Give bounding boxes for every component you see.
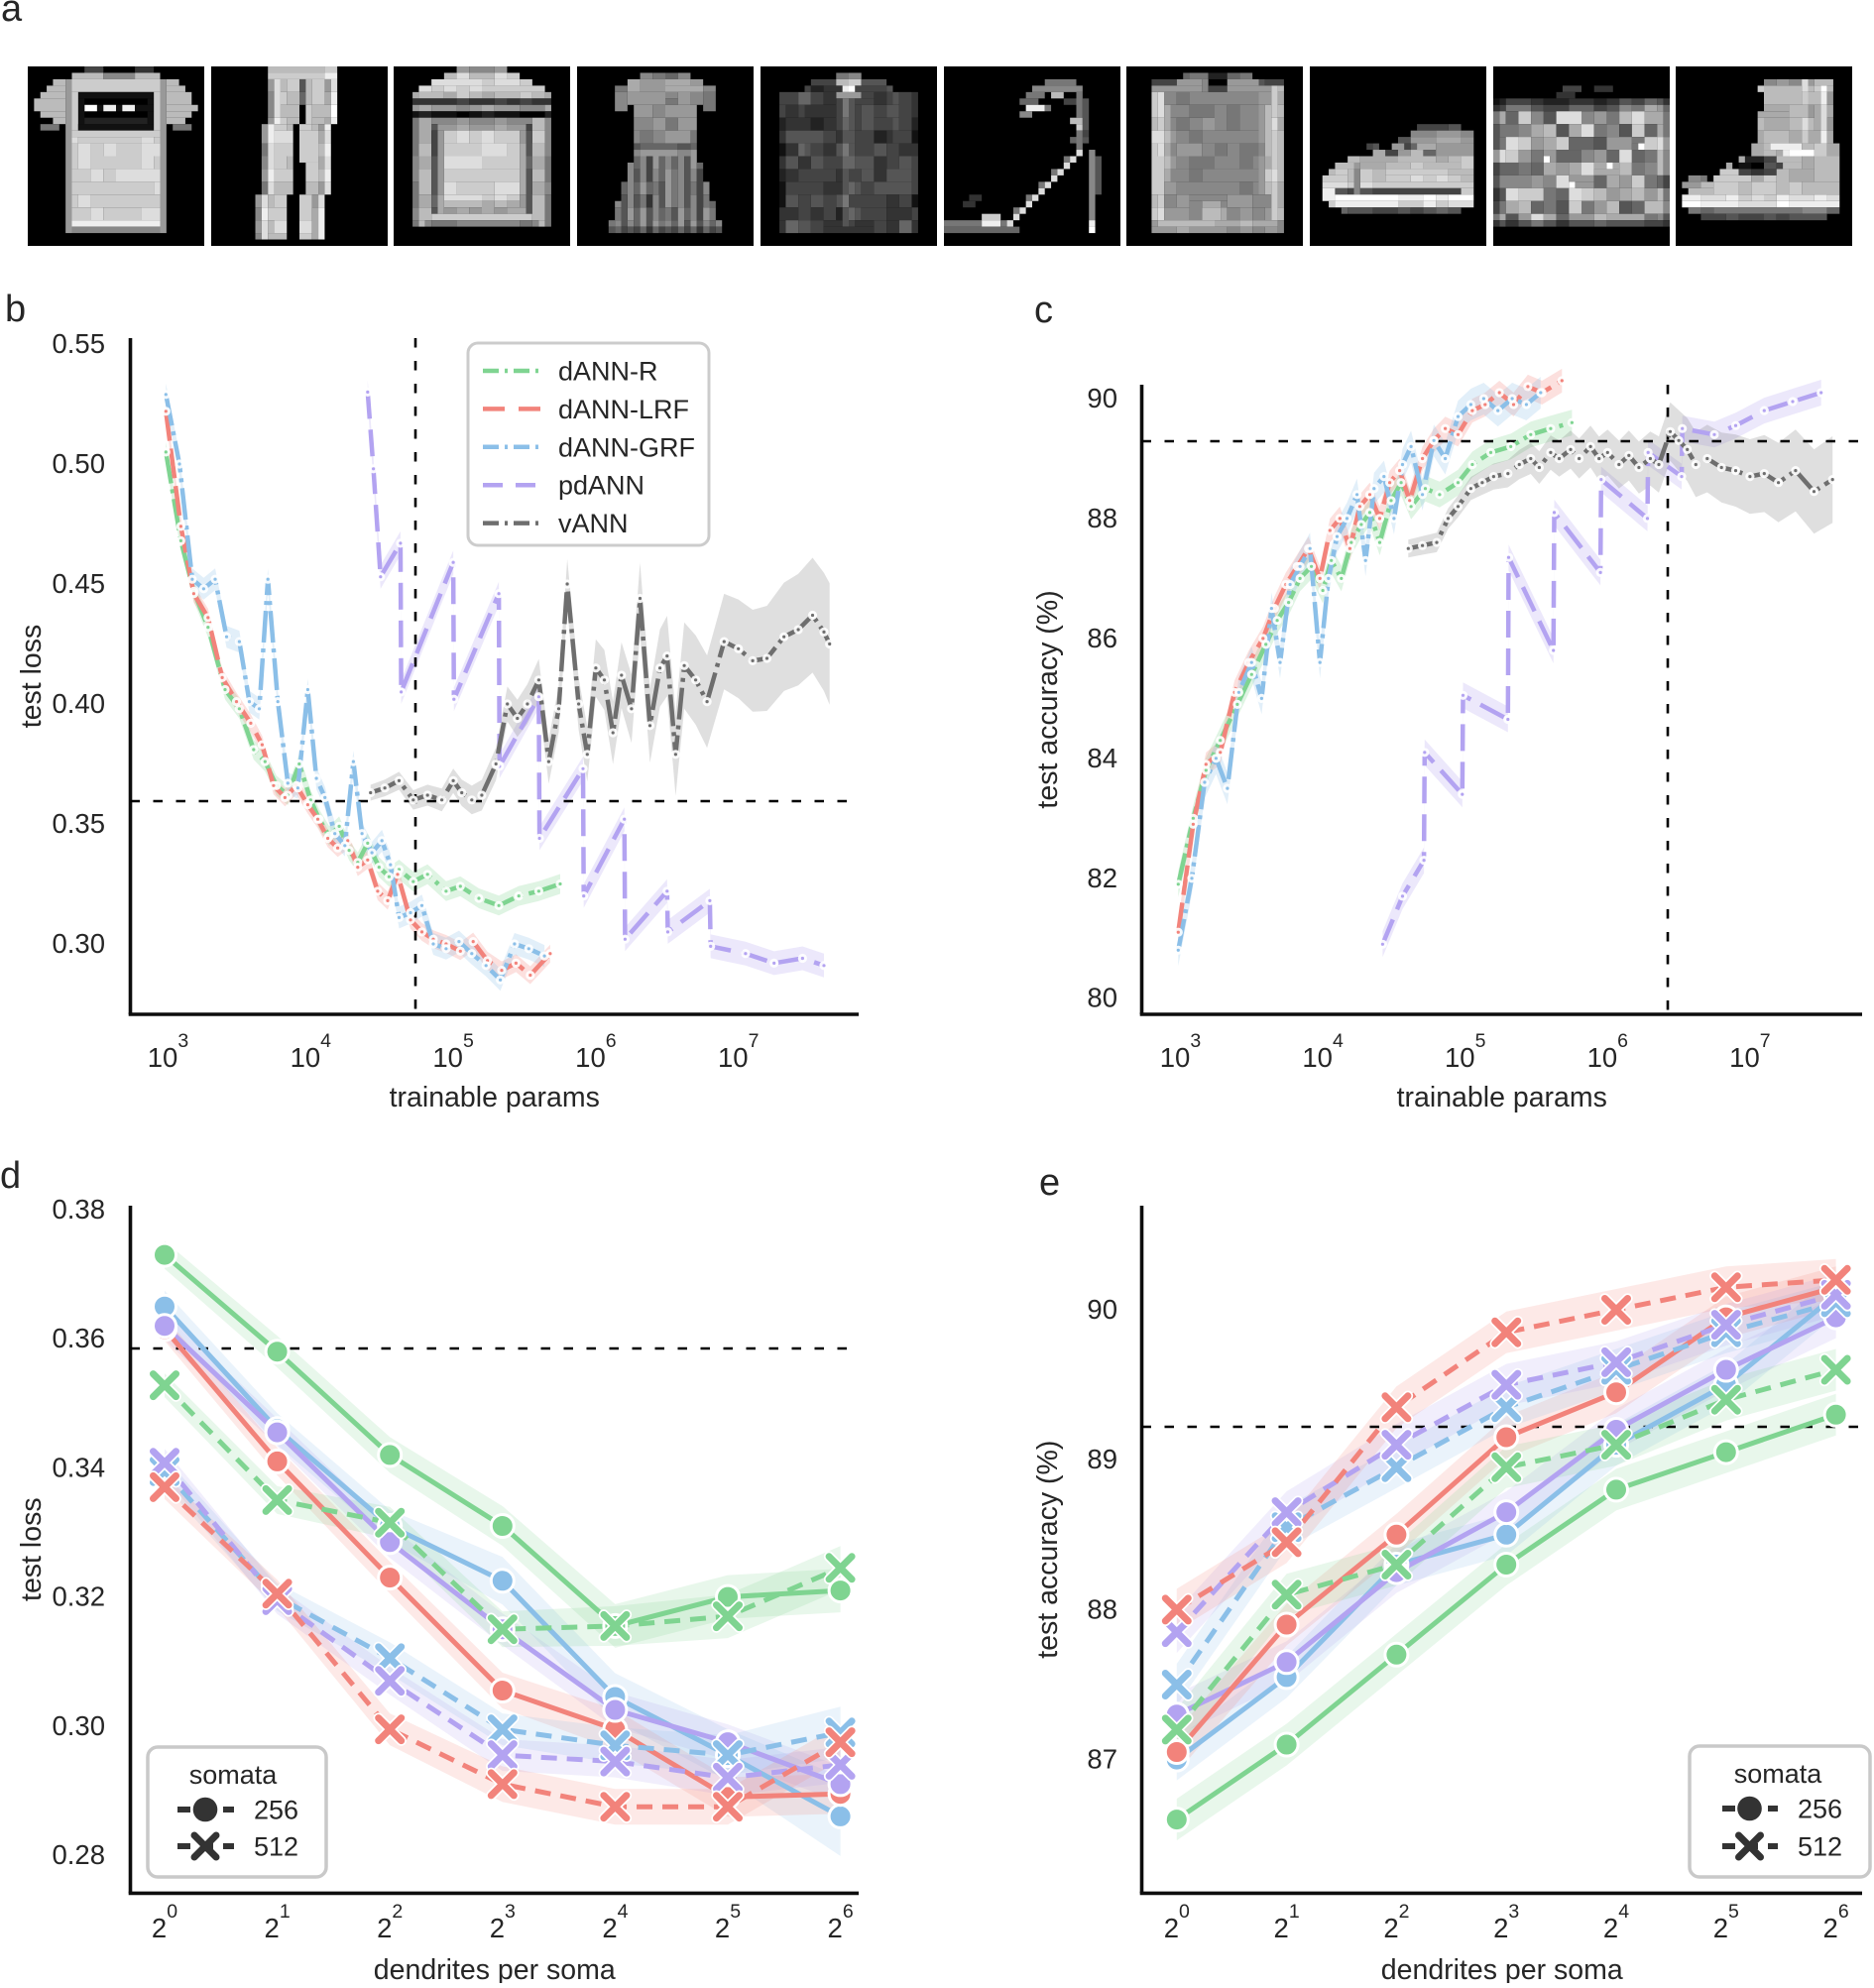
svg-text:c: c xyxy=(1034,290,1053,331)
svg-text:vANN: vANN xyxy=(558,509,629,538)
svg-text:dendrites per soma: dendrites per soma xyxy=(374,1954,616,1983)
svg-text:87: 87 xyxy=(1087,1744,1117,1775)
svg-text:90: 90 xyxy=(1087,1294,1117,1325)
svg-text:88: 88 xyxy=(1087,1593,1117,1624)
svg-text:trainable params: trainable params xyxy=(390,1082,600,1113)
svg-text:dANN-LRF: dANN-LRF xyxy=(558,395,689,424)
svg-text:0.30: 0.30 xyxy=(52,1710,105,1741)
svg-text:0.38: 0.38 xyxy=(52,1194,105,1225)
svg-text:d: d xyxy=(0,1155,21,1197)
svg-text:90: 90 xyxy=(1087,383,1117,413)
svg-text:a: a xyxy=(1,0,23,30)
svg-text:512: 512 xyxy=(1798,1832,1842,1862)
svg-text:88: 88 xyxy=(1087,503,1117,533)
svg-text:0.34: 0.34 xyxy=(52,1452,105,1482)
svg-text:test accuracy (%): test accuracy (%) xyxy=(1032,590,1064,808)
svg-text:256: 256 xyxy=(254,1796,298,1825)
svg-text:86: 86 xyxy=(1087,623,1117,653)
svg-text:89: 89 xyxy=(1087,1444,1117,1474)
svg-text:dendrites per soma: dendrites per soma xyxy=(1381,1954,1623,1983)
svg-text:test loss: test loss xyxy=(16,1497,48,1601)
svg-text:somata: somata xyxy=(1734,1759,1823,1789)
svg-text:pdANN: pdANN xyxy=(558,471,644,501)
svg-text:80: 80 xyxy=(1087,983,1117,1013)
svg-text:256: 256 xyxy=(1798,1795,1842,1824)
svg-text:0.45: 0.45 xyxy=(52,568,105,599)
svg-text:0.55: 0.55 xyxy=(52,328,105,359)
svg-text:somata: somata xyxy=(189,1760,279,1790)
svg-text:trainable params: trainable params xyxy=(1397,1082,1607,1113)
svg-text:0.50: 0.50 xyxy=(52,448,105,479)
svg-text:84: 84 xyxy=(1087,743,1117,773)
svg-text:0.36: 0.36 xyxy=(52,1323,105,1353)
svg-text:e: e xyxy=(1039,1162,1060,1204)
svg-text:0.40: 0.40 xyxy=(52,688,105,719)
svg-text:0.32: 0.32 xyxy=(52,1581,105,1612)
svg-text:82: 82 xyxy=(1087,863,1117,893)
svg-text:0.35: 0.35 xyxy=(52,808,105,839)
svg-text:512: 512 xyxy=(254,1832,298,1862)
svg-text:dANN-GRF: dANN-GRF xyxy=(558,432,695,462)
svg-text:b: b xyxy=(5,289,26,330)
svg-text:0.28: 0.28 xyxy=(52,1839,105,1870)
svg-text:dANN-R: dANN-R xyxy=(558,357,658,387)
svg-text:0.30: 0.30 xyxy=(52,928,105,959)
svg-text:test loss: test loss xyxy=(16,625,48,729)
svg-text:test accuracy (%): test accuracy (%) xyxy=(1032,1441,1064,1659)
